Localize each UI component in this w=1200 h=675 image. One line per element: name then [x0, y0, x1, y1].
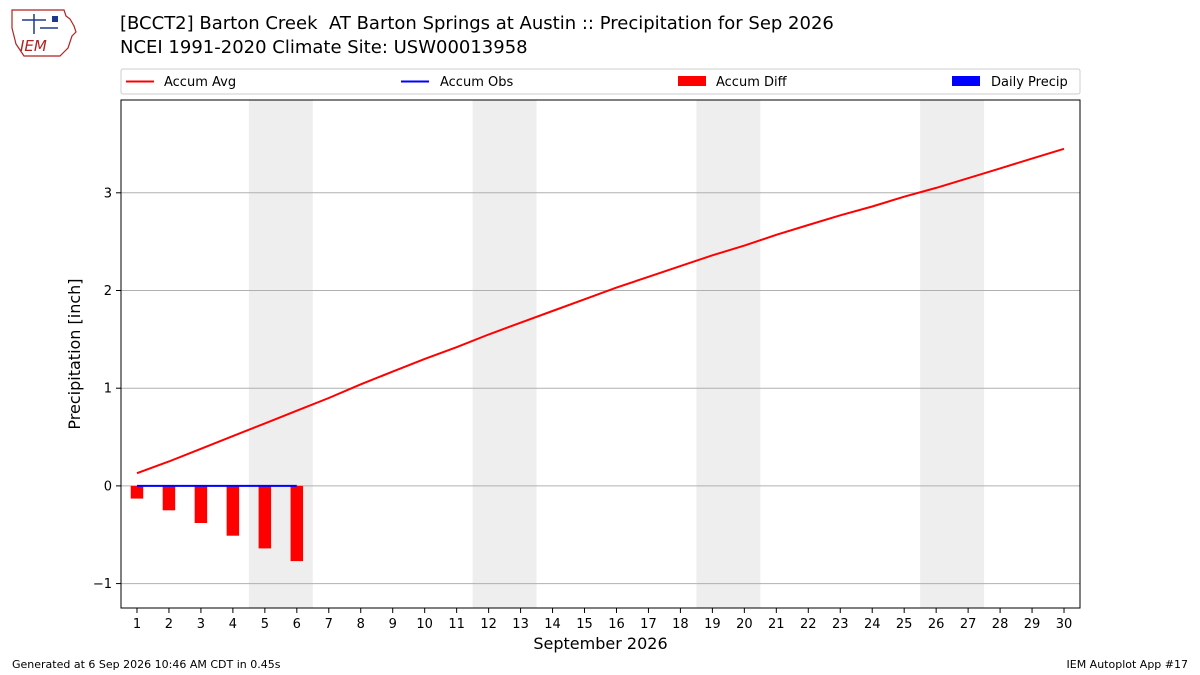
- x-tick-label-3: 3: [197, 617, 205, 632]
- x-tick-label-19: 19: [704, 617, 721, 632]
- x-tick-label-8: 8: [357, 617, 365, 632]
- x-tick-label-18: 18: [672, 617, 689, 632]
- legend-swatch-accum-diff: [678, 76, 706, 86]
- x-tick-label-6: 6: [293, 617, 301, 632]
- accum-diff-bar-4: [226, 485, 240, 536]
- x-tick-label-7: 7: [325, 617, 333, 632]
- x-axis-label: September 2026: [533, 634, 667, 653]
- accum-diff-bar-5: [258, 485, 272, 549]
- x-tick-label-20: 20: [736, 617, 753, 632]
- x-tick-label-23: 23: [832, 617, 849, 632]
- x-tick-label-29: 29: [1024, 617, 1041, 632]
- accum-diff-bar-1: [130, 485, 144, 499]
- x-tick-label-5: 5: [261, 617, 269, 632]
- x-tick-label-26: 26: [928, 617, 945, 632]
- x-tick-label-1: 1: [133, 617, 141, 632]
- legend-box: [120, 68, 1081, 95]
- x-tick-label-15: 15: [576, 617, 593, 632]
- y-tick-label-3: 2: [104, 284, 112, 299]
- y-axis-label: Precipitation [inch]: [65, 278, 84, 429]
- x-tick-label-30: 30: [1056, 617, 1073, 632]
- y-tick-label-2: 1: [104, 382, 112, 397]
- x-tick-label-28: 28: [992, 617, 1009, 632]
- weekend-band-3: [696, 100, 761, 608]
- y-tick-label-4: 3: [104, 186, 112, 201]
- state-outline-icon: [11, 9, 77, 57]
- accum-avg-line: [136, 147, 1065, 475]
- y-tick-label-0: −1: [93, 577, 112, 592]
- x-tick-label-16: 16: [608, 617, 625, 632]
- y-tick-label-1: 0: [104, 479, 112, 494]
- x-tick-label-22: 22: [800, 617, 817, 632]
- logo-text: IEM: [20, 37, 47, 55]
- iem-logo: IEM: [11, 9, 77, 57]
- legend-label-accum-obs: Accum Obs: [440, 75, 513, 90]
- chart-subtitle: NCEI 1991-2020 Climate Site: USW00013958: [120, 37, 528, 58]
- accum-diff-bar-6: [290, 485, 304, 562]
- plot-frame: [120, 99, 1081, 609]
- x-tick-label-4: 4: [229, 617, 237, 632]
- x-tick-label-25: 25: [896, 617, 913, 632]
- footer-app: IEM Autoplot App #17: [1066, 658, 1189, 671]
- weather-vane-cup: [52, 16, 58, 22]
- accum-diff-bar-2: [162, 485, 176, 511]
- x-tick-label-27: 27: [960, 617, 977, 632]
- legend: Accum Avg Accum Obs Accum Diff Daily Precip: [120, 68, 1081, 95]
- weekend-band-2: [472, 100, 537, 608]
- legend-swatch-daily-precip: [952, 76, 980, 86]
- chart-title: [BCCT2] Barton Creek AT Barton Springs a…: [120, 13, 834, 34]
- x-tick-label-10: 10: [416, 617, 433, 632]
- weekend-band-1: [248, 100, 313, 608]
- x-tick-label-21: 21: [768, 617, 785, 632]
- footer-generated: Generated at 6 Sep 2026 10:46 AM CDT in …: [12, 658, 281, 671]
- x-tick-label-2: 2: [165, 617, 173, 632]
- x-tick-label-9: 9: [389, 617, 397, 632]
- x-tick-label-17: 17: [640, 617, 657, 632]
- x-tick-label-13: 13: [512, 617, 529, 632]
- x-tick-label-12: 12: [480, 617, 497, 632]
- accum-diff-bar-3: [194, 485, 208, 524]
- legend-label-accum-diff: Accum Diff: [716, 75, 788, 90]
- x-tick-label-24: 24: [864, 617, 881, 632]
- legend-label-accum-avg: Accum Avg: [164, 75, 236, 90]
- weekend-band-4: [920, 100, 985, 608]
- x-tick-label-14: 14: [544, 617, 561, 632]
- x-tick-label-11: 11: [448, 617, 465, 632]
- legend-label-daily-precip: Daily Precip: [991, 75, 1068, 90]
